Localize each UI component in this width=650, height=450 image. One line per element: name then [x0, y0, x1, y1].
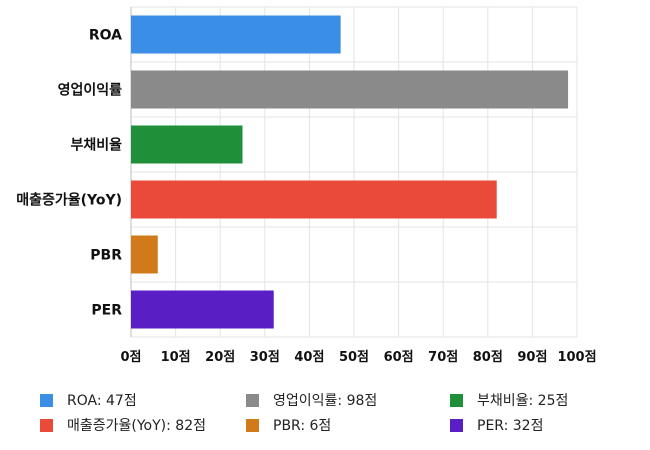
legend-label: 매출증가율(YoY): 82점	[67, 418, 206, 434]
x-tick-label: 50점	[339, 350, 369, 365]
legend-swatch	[246, 393, 259, 407]
x-tick-label: 60점	[384, 350, 414, 365]
x-tick-label: 10점	[161, 350, 191, 365]
legend-swatch	[246, 418, 259, 432]
legend-label: PBR: 6점	[273, 418, 332, 434]
bar-2	[131, 125, 243, 164]
category-label: 영업이익률	[58, 82, 123, 99]
x-tick-label: 80점	[473, 350, 503, 365]
category-label: PER	[91, 303, 122, 319]
bars	[131, 15, 569, 329]
bar-3	[131, 180, 497, 219]
x-tick-label: 30점	[250, 350, 280, 365]
x-tick-label: 0점	[120, 350, 141, 365]
bar-0	[131, 15, 341, 54]
category-label: PBR	[90, 248, 122, 264]
x-tick-labels: 0점 10점 20점 30점 40점 50점 60점 70점 80점 90점 100점	[120, 350, 596, 365]
bar-1	[131, 70, 569, 109]
x-tick-label: 100점	[557, 350, 596, 365]
legend-item: ROA: 47점	[40, 390, 137, 410]
grid-lines	[130, 6, 578, 338]
category-label: ROA	[89, 28, 122, 44]
category-label: 매출증가율(YoY)	[16, 192, 122, 209]
x-tick-label: 20점	[205, 350, 235, 365]
legend-label: PER: 32점	[477, 418, 544, 434]
legend-item: 영업이익률: 98점	[246, 390, 377, 410]
x-tick-label: 70점	[428, 350, 458, 365]
legend-swatch	[40, 393, 53, 407]
legend-item: PER: 32점	[450, 415, 543, 435]
x-tick-label: 90점	[517, 350, 547, 365]
legend-item: 부채비율: 25점	[450, 390, 568, 410]
bar-5	[131, 290, 274, 329]
legend-label: ROA: 47점	[67, 393, 137, 409]
legend-swatch	[450, 393, 463, 407]
x-tick-label: 40점	[294, 350, 324, 365]
legend-item: 매출증가율(YoY): 82점	[40, 415, 206, 435]
legend-label: 영업이익률: 98점	[273, 393, 378, 409]
legend-swatch	[450, 418, 463, 432]
legend-label: 부채비율: 25점	[477, 393, 569, 409]
bar-4	[131, 235, 158, 274]
legend-item: PBR: 6점	[246, 415, 331, 435]
legend-swatch	[40, 418, 53, 432]
category-label: 부채비율	[70, 137, 122, 154]
